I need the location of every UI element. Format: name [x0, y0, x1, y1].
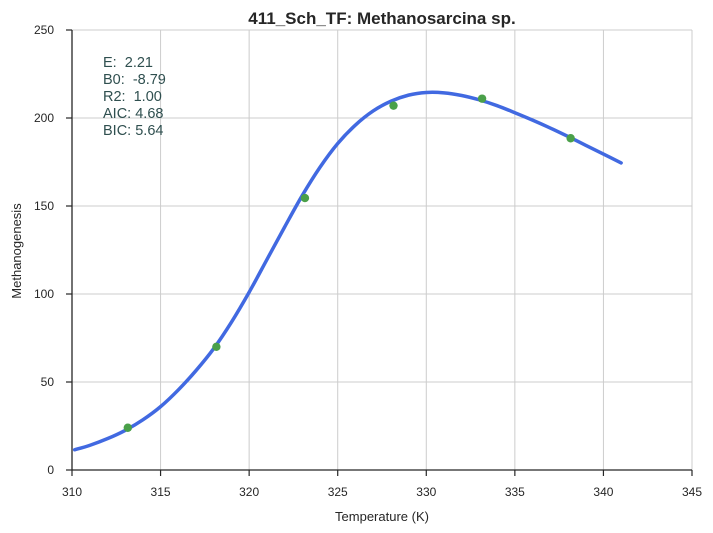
fit-curve-group: [72, 90, 623, 452]
fit-statistic: B0: -8.79: [103, 72, 166, 88]
y-tick-label: 0: [47, 463, 54, 477]
fit-curve-line: [72, 90, 623, 452]
x-tick-label: 315: [151, 485, 171, 499]
x-tick-label: 340: [593, 485, 613, 499]
fit-statistic: AIC: 4.68: [103, 106, 163, 122]
y-tick-label: 50: [41, 375, 55, 389]
x-tick-label: 345: [682, 485, 702, 499]
x-tick-label: 330: [416, 485, 436, 499]
fit-statistic: R2: 1.00: [103, 89, 162, 105]
x-axis-label: Temperature (K): [335, 509, 429, 524]
data-point: [566, 134, 575, 143]
data-point: [123, 423, 132, 432]
data-point: [389, 101, 398, 110]
x-tick-label: 325: [328, 485, 348, 499]
x-tick-labels: 310 315 320 325 330 335 340 345: [62, 485, 702, 499]
fit-statistic: BIC: 5.64: [103, 123, 163, 139]
y-axis-label: Methanogenesis: [9, 203, 24, 299]
y-tick-label: 100: [34, 287, 54, 301]
y-tick-label: 250: [34, 23, 54, 37]
data-point: [300, 193, 310, 203]
x-tick-label: 320: [239, 485, 259, 499]
axes: [66, 29, 693, 476]
fit-statistic: E: 2.21: [103, 55, 153, 71]
data-point: [212, 342, 221, 351]
data-points: [123, 94, 575, 432]
chart-title: 411_Sch_TF: Methanosarcina sp.: [248, 9, 515, 28]
x-tick-label: 310: [62, 485, 82, 499]
y-tick-labels: 0 50 100 150 200 250: [34, 23, 54, 477]
x-tick-label: 335: [505, 485, 525, 499]
y-tick-label: 150: [34, 199, 54, 213]
y-tick-label: 200: [34, 111, 54, 125]
grid: [72, 29, 693, 470]
data-point: [477, 94, 487, 103]
